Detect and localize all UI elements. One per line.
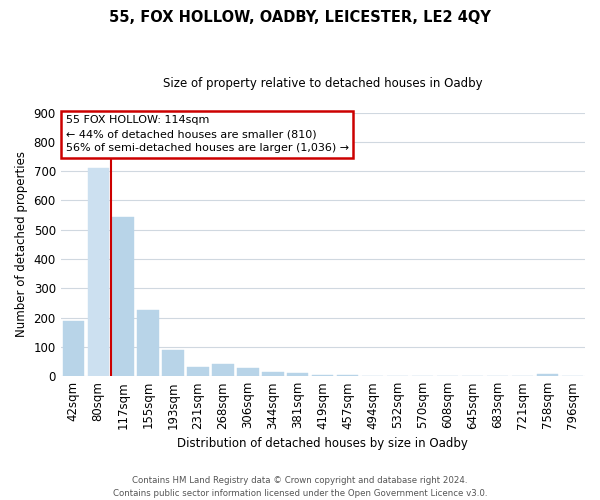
Bar: [62, 320, 84, 376]
Bar: [163, 350, 184, 376]
Bar: [262, 372, 284, 376]
Text: Contains HM Land Registry data © Crown copyright and database right 2024.
Contai: Contains HM Land Registry data © Crown c…: [113, 476, 487, 498]
Bar: [112, 216, 134, 376]
Y-axis label: Number of detached properties: Number of detached properties: [15, 152, 28, 338]
Text: 55, FOX HOLLOW, OADBY, LEICESTER, LE2 4QY: 55, FOX HOLLOW, OADBY, LEICESTER, LE2 4Q…: [109, 10, 491, 25]
Bar: [212, 364, 233, 376]
Bar: [537, 374, 558, 376]
Title: Size of property relative to detached houses in Oadby: Size of property relative to detached ho…: [163, 78, 482, 90]
Bar: [137, 310, 158, 376]
Bar: [238, 368, 259, 376]
Bar: [287, 372, 308, 376]
Bar: [312, 374, 334, 376]
Bar: [337, 374, 358, 376]
X-axis label: Distribution of detached houses by size in Oadby: Distribution of detached houses by size …: [178, 437, 468, 450]
Text: 55 FOX HOLLOW: 114sqm
← 44% of detached houses are smaller (810)
56% of semi-det: 55 FOX HOLLOW: 114sqm ← 44% of detached …: [65, 116, 349, 154]
Bar: [88, 168, 109, 376]
Bar: [187, 367, 209, 376]
